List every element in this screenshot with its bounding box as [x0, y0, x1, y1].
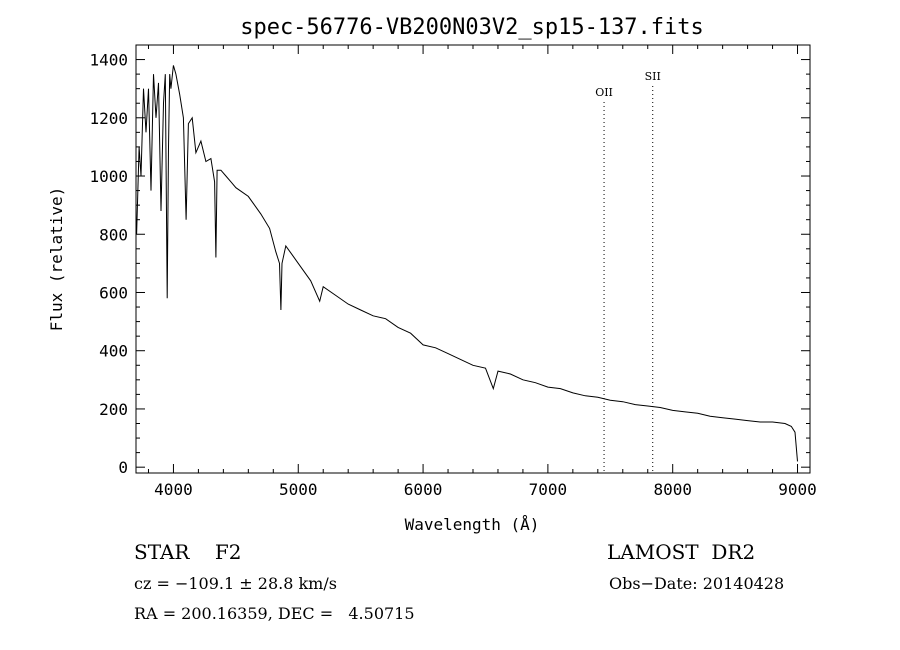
y-tick-label: 1400	[89, 51, 128, 70]
obs-date: Obs−Date: 20140428	[609, 574, 785, 593]
chart-title: spec-56776-VB200N03V2_sp15-137.fits	[240, 15, 704, 40]
y-tick-label: 600	[99, 283, 128, 302]
y-axis-label: Flux (relative)	[47, 187, 66, 332]
coordinates: RA = 200.16359, DEC = 4.50715	[134, 604, 415, 623]
x-tick-label: 8000	[653, 480, 692, 499]
y-tick-label: 200	[99, 400, 128, 419]
cz-value: cz = −109.1 ± 28.8 km/s	[134, 574, 337, 593]
y-tick-label: 0	[118, 458, 128, 477]
survey-name: LAMOST DR2	[607, 540, 756, 564]
emission-line-label: OII	[595, 86, 613, 99]
y-tick-label: 400	[99, 342, 128, 361]
emission-line-label: SII	[645, 70, 661, 83]
x-tick-label: 5000	[279, 480, 318, 499]
x-tick-label: 9000	[778, 480, 817, 499]
x-tick-label: 6000	[404, 480, 443, 499]
object-type: STAR F2	[134, 540, 242, 564]
y-tick-label: 800	[99, 225, 128, 244]
x-axis-label: Wavelength (Å)	[405, 515, 540, 534]
x-tick-label: 4000	[154, 480, 193, 499]
spectrum-series	[136, 65, 798, 462]
x-tick-label: 7000	[529, 480, 568, 499]
y-tick-label: 1000	[89, 167, 128, 186]
plot-area: 4000 5000 6000 7000 8000 9000 0 200 400 600 800 100…	[89, 44, 817, 499]
plot-frame	[135, 44, 811, 474]
y-tick-label: 1200	[89, 109, 128, 128]
